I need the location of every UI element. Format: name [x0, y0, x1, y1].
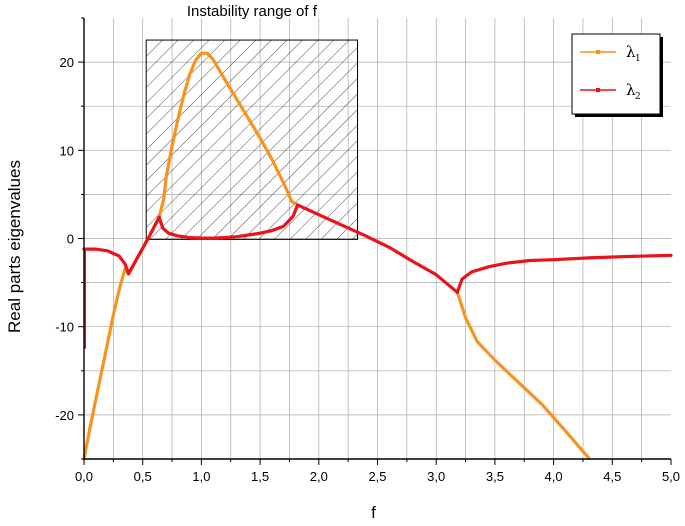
- instability-label: Instability range of f: [187, 3, 318, 20]
- legend-box: [571, 33, 661, 115]
- x-tick-label: 1,5: [251, 469, 269, 484]
- plot-series: [82, 51, 673, 461]
- series-2-segment-2: [127, 215, 161, 276]
- series-2-segment-5: [455, 253, 673, 294]
- x-tick-label: 4,5: [603, 469, 621, 484]
- series-1-segment-2: [127, 51, 300, 276]
- x-tick-label: 1,0: [192, 469, 210, 484]
- legend-subscript-1: 1: [635, 54, 641, 64]
- y-tick-label: 0: [67, 232, 74, 247]
- legend-label-1: λ: [626, 43, 636, 61]
- series-1-segment-1: [82, 266, 131, 461]
- x-tick-label: 3,5: [486, 469, 504, 484]
- y-tick-label: 10: [60, 143, 74, 158]
- series-1-segment-3: [455, 290, 591, 460]
- axes: 0,0 0,5 1,0 1,5 2,0 2,5 3,0 3,5 4,0 4,5 5,0 -20 -10 0…: [5, 17, 680, 522]
- y-tick-label: 20: [60, 55, 74, 70]
- x-axis-title: f: [371, 503, 376, 522]
- y-tick-label: -10: [55, 320, 74, 335]
- legend-marker-1: [596, 50, 600, 54]
- legend-label-2: λ: [626, 81, 636, 99]
- instability-region: Instability range of f: [145, 3, 359, 240]
- y-axis-title: Real parts eigenvalues: [5, 160, 24, 333]
- x-tick-label: 5,0: [662, 469, 680, 484]
- series-2-segment-1: [82, 247, 131, 276]
- x-tick-label: 2,5: [368, 469, 386, 484]
- x-tick-label: 3,0: [427, 469, 445, 484]
- x-tick-label: 0,0: [75, 469, 93, 484]
- legend-marker-2: [596, 88, 600, 92]
- y-tick-label: -20: [55, 408, 74, 423]
- x-tick-label: 2,0: [310, 469, 328, 484]
- x-tick-label: 0,5: [134, 469, 152, 484]
- instability-hatched-box: [145, 39, 359, 240]
- legend-subscript-2: 2: [635, 92, 641, 102]
- x-tick-label: 4,0: [545, 469, 563, 484]
- series-2-segment-3: [157, 203, 300, 240]
- series-2-segment-4: [296, 203, 459, 294]
- legend: λ 1λ 2: [571, 33, 663, 117]
